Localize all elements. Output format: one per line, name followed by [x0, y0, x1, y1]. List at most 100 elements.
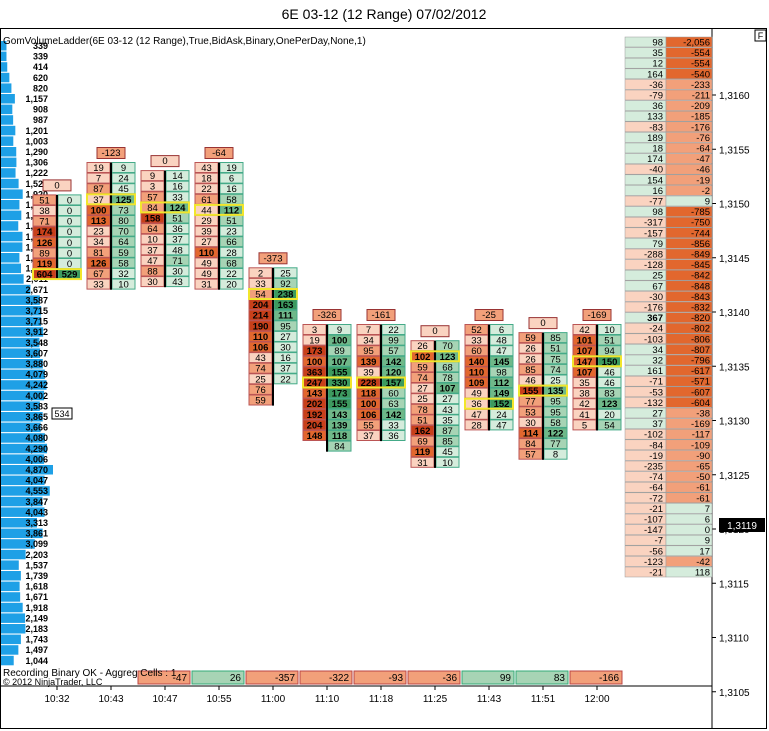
profile-bar: [1, 200, 20, 210]
bid-value: 78: [417, 405, 428, 416]
profile-bar: [1, 465, 53, 475]
delta-value: -123: [101, 148, 120, 159]
bid-value: 126: [37, 238, 53, 249]
right-cum-value: -19: [696, 175, 710, 186]
profile-bar: [1, 539, 35, 549]
bid-value: 95: [363, 346, 374, 357]
bid-value: 126: [91, 258, 107, 269]
right-cum-cell: [665, 57, 713, 69]
right-cum-cell: [665, 534, 713, 546]
bid-value: 37: [363, 431, 374, 442]
ask-value: 30: [172, 267, 183, 278]
ask-value: 47: [496, 420, 507, 431]
ask-value: 92: [280, 279, 291, 290]
right-cum-value: -604: [691, 398, 710, 409]
ask-value: 112: [224, 205, 239, 216]
ask-value: 99: [388, 336, 399, 347]
bid-value: 140: [469, 357, 485, 368]
profile-bar: [1, 475, 45, 486]
profile-value: 3,861: [25, 529, 48, 539]
right-cum-cell: [665, 280, 713, 292]
ask-value: 10: [604, 325, 615, 336]
bid-value: 19: [309, 336, 320, 347]
ask-value: 48: [172, 245, 183, 256]
right-delta-value: 98: [652, 38, 663, 49]
right-delta-value: 79: [652, 239, 663, 250]
right-cum-cell: [665, 163, 713, 175]
ask-value: 135: [548, 386, 565, 397]
right-delta-value: -53: [649, 387, 663, 398]
profile-bar: [1, 655, 14, 666]
bid-value: 71: [39, 217, 50, 228]
bid-value: 107: [577, 346, 593, 357]
delta-box: [204, 147, 234, 159]
ask-value: 8: [553, 450, 558, 461]
right-cum-value: -50: [696, 472, 710, 483]
chart-title: 6E 03-12 (12 Range) 07/02/2012: [282, 6, 487, 22]
bid-value: 101: [577, 336, 594, 347]
right-cum-value: -61: [696, 493, 710, 504]
poc-box: [32, 268, 82, 281]
ask-value: 529: [62, 270, 78, 281]
bid-value: 30: [147, 277, 158, 288]
right-cum-cell: [665, 418, 713, 429]
bid-value: 119: [415, 447, 430, 458]
right-cum-cell: [665, 566, 713, 578]
right-delta-value: -147: [644, 525, 663, 536]
delta-box: [474, 309, 504, 321]
ask-value: 155: [332, 367, 349, 378]
ask-value: 47: [496, 346, 507, 357]
bid-value: 55: [363, 420, 374, 431]
profile-bar: [1, 231, 23, 242]
bid-value: 35: [579, 378, 590, 389]
ask-value: 51: [604, 336, 615, 347]
right-cum-value: -796: [691, 356, 710, 367]
right-delta-value: -24: [649, 324, 663, 335]
y-tick-label: 1,3125: [719, 471, 750, 482]
profile-value: 4,047: [25, 476, 48, 486]
ask-value: 20: [604, 410, 615, 421]
delta-box: [96, 147, 126, 159]
bid-value: 37: [147, 245, 158, 256]
profile-bar: [1, 560, 19, 570]
ask-value: 10: [442, 458, 453, 469]
right-cum-value: -64: [696, 144, 710, 155]
profile-value: 3,548: [25, 338, 48, 348]
poc-box: [194, 203, 244, 216]
bid-value: 53: [525, 407, 536, 418]
right-delta-value: -176: [644, 303, 663, 314]
f-button-label: F: [758, 31, 764, 41]
y-tick-label: 1,3145: [719, 254, 750, 265]
profile-value: 2,183: [25, 624, 48, 634]
ask-value: 77: [550, 439, 561, 450]
ask-value: 118: [332, 431, 347, 442]
profile-bar: [1, 454, 45, 464]
right-delta-value: -288: [644, 250, 663, 261]
bottom-delta-box: [407, 670, 461, 685]
bid-value: 228: [361, 378, 377, 389]
bottom-delta-value: 26: [230, 673, 242, 684]
delta-box: [528, 317, 558, 330]
profile-value: 3,880: [25, 359, 48, 369]
y-tick-label: 1,3150: [719, 200, 750, 211]
ask-value: 155: [332, 399, 349, 410]
ask-value: 87: [442, 426, 453, 437]
right-cum-cell: [665, 291, 713, 302]
profile-value: 1,003: [25, 136, 48, 146]
y-tick-label: 1,3105: [719, 688, 750, 699]
bid-value: 36: [471, 399, 482, 410]
ask-value: 33: [388, 420, 399, 431]
profile-value: 3,099: [25, 539, 48, 549]
right-cum-cell: [665, 142, 713, 154]
ask-value: 78: [442, 373, 453, 384]
right-cum-value: -554: [691, 48, 710, 59]
bottom-delta-value: -36: [443, 673, 458, 684]
right-cum-cell: [665, 216, 713, 228]
ask-value: 95: [550, 397, 561, 408]
x-tick-label: 12:00: [584, 694, 609, 705]
bid-value: 19: [93, 163, 104, 174]
x-tick-label: 11:00: [261, 694, 286, 705]
bid-value: 49: [471, 389, 482, 400]
y-tick-label: 1,3115: [719, 579, 749, 590]
profile-value: 1,618: [25, 582, 48, 592]
